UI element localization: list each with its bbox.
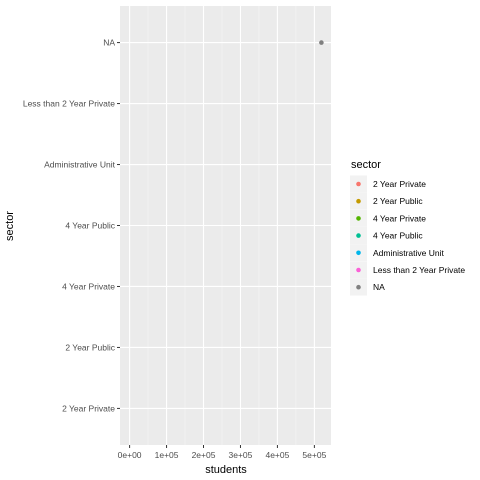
y-tick-label: 4 Year Public: [65, 221, 115, 231]
y-tick-label: 4 Year Private: [62, 281, 115, 291]
data-point: [319, 40, 324, 45]
y-axis-title: sector: [4, 211, 16, 241]
y-tick-label: Administrative Unit: [44, 160, 115, 170]
y-tick-label: 2 Year Private: [62, 403, 115, 413]
x-axis-title: students: [205, 464, 247, 476]
legend-items: 2 Year Private 2 Year Public 4 Year Privat…: [350, 175, 465, 296]
x-tick-label: 5e+05: [302, 450, 326, 460]
legend-symbol: [356, 267, 361, 273]
legend-label: 2 Year Public: [373, 196, 423, 206]
x-tick-label: 3e+05: [229, 450, 253, 460]
legend-title: sector: [351, 159, 381, 171]
legend-symbol: [356, 216, 361, 221]
legend-symbol: [356, 250, 361, 256]
x-tick-label: 0e+00: [118, 450, 142, 460]
legend-label: Less than 2 Year Private: [373, 265, 465, 275]
legend-symbol: [356, 233, 361, 238]
legend-symbol: [356, 284, 361, 290]
x-tick-label: 4e+05: [265, 450, 289, 460]
legend: sector 2 Year Private 2 Year Public 4 Year…: [350, 159, 465, 296]
x-tick-label: 1e+05: [155, 450, 179, 460]
y-tick-label: 2 Year Public: [65, 342, 115, 352]
legend-label: 4 Year Public: [373, 231, 423, 241]
legend-label: 2 Year Private: [373, 179, 426, 189]
y-tick-label: NA: [103, 38, 115, 48]
x-tick-label: 2e+05: [192, 450, 216, 460]
y-tick-label: Less than 2 Year Private: [23, 99, 115, 109]
legend-label: 4 Year Private: [373, 213, 426, 223]
legend-symbol: [356, 181, 361, 187]
legend-label: NA: [373, 282, 385, 292]
legend-symbol: [356, 198, 361, 204]
y-axis: 2 Year Private 2 Year Public 4 Year Privat…: [23, 38, 120, 413]
x-axis: 0e+00 1e+05 2e+05 3e+05 4e+05 5e+05: [118, 445, 327, 460]
data-points: [319, 40, 324, 45]
grid-major: [120, 6, 331, 445]
legend-label: Administrative Unit: [373, 248, 444, 258]
